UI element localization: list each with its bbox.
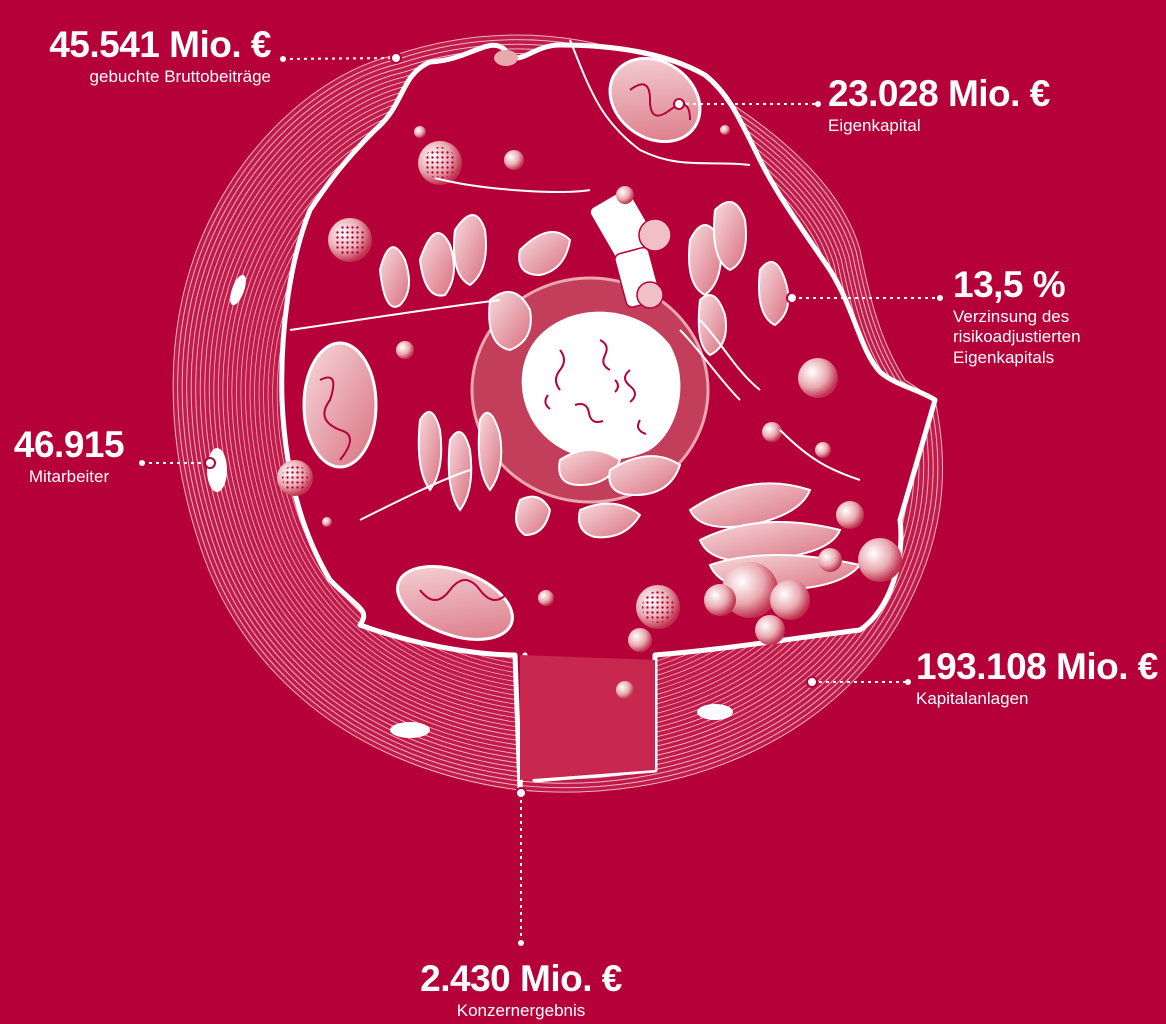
group-result-label: Konzernergebnis	[456, 1001, 586, 1020]
investments-label: Kapitalanlagen	[916, 689, 1029, 708]
employees-label: Mitarbeiter	[28, 467, 110, 486]
callout-employees: 46.915 Mitarbeiter	[4, 426, 134, 487]
rorac-value: 13,5 %	[953, 264, 1066, 305]
gross-premiums-value: 45.541 Mio. €	[49, 24, 271, 65]
rorac-label-line: Eigenkapitals	[953, 347, 1055, 367]
rorac-label-line: Verzinsung des	[953, 307, 1070, 326]
employees-value: 46.915	[13, 424, 125, 465]
rorac-label: Verzinsung des risikoadjustierten Eigenk…	[953, 307, 1081, 368]
centriole	[589, 188, 672, 309]
mitochondria	[302, 56, 702, 641]
dotted-granules	[282, 147, 674, 623]
callout-investments: 193.108 Mio. € Kapitalanlagen	[916, 648, 1158, 709]
group-result-value: 2.430 Mio. €	[420, 958, 622, 999]
investments-value: 193.108 Mio. €	[916, 646, 1158, 687]
callout-group-result: 2.430 Mio. € Konzernergebnis	[396, 960, 646, 1021]
leader-dots	[204, 52, 818, 799]
leader-end-dots	[139, 56, 943, 946]
nucleus	[470, 276, 710, 504]
rorac-label-line: risikoadjustierten	[953, 327, 1081, 347]
callout-gross-premiums: 45.541 Mio. € gebuchte Bruttobeiträge	[49, 26, 271, 87]
equity-value: 23.028 Mio. €	[828, 73, 1050, 114]
cytoskeleton	[289, 39, 861, 521]
callout-equity: 23.028 Mio. € Eigenkapital	[828, 75, 1050, 136]
organelles	[378, 201, 862, 592]
leader-lines	[142, 57, 940, 943]
equity-label: Eigenkapital	[828, 116, 921, 135]
gross-premiums-label: gebuchte Bruttobeiträge	[89, 67, 271, 86]
callout-rorac: 13,5 % Verzinsung des risikoadjustierten…	[953, 266, 1081, 368]
